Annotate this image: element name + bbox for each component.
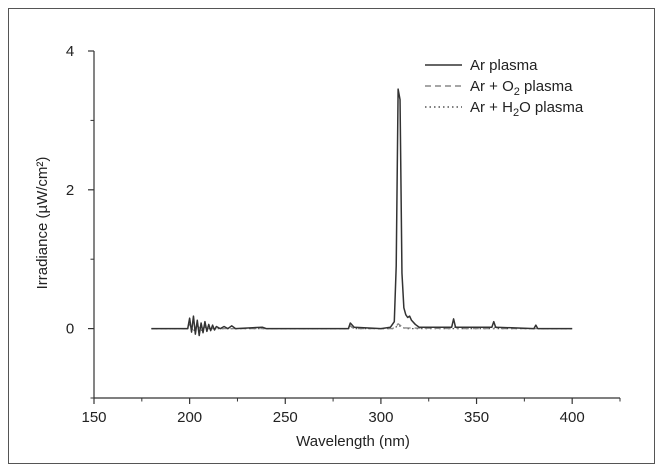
figure-frame	[8, 8, 655, 464]
x-tick-label: 350	[464, 409, 489, 426]
legend-label-ar-h2o: Ar + H2O plasma	[470, 99, 584, 119]
legend-label-ar-o2: Ar + O2 plasma	[470, 78, 573, 98]
legend-item-ar-o2: Ar + O2 plasma	[425, 78, 573, 98]
legend-label-ar: Ar plasma	[470, 57, 538, 74]
x-tick-label: 150	[81, 409, 106, 426]
series-layer	[151, 88, 573, 337]
legend-item-ar-h2o: Ar + H2O plasma	[425, 99, 584, 119]
y-tick-label: 4	[66, 43, 74, 60]
x-tick-label: 200	[177, 409, 202, 426]
x-tick-label: 400	[560, 409, 585, 426]
x-axis-label: Wavelength (nm)	[296, 433, 410, 450]
x-tick-label: 300	[368, 409, 393, 426]
series-line-solid	[151, 88, 573, 337]
x-tick-label: 250	[273, 409, 298, 426]
legend-item-ar: Ar plasma	[425, 57, 538, 74]
series-line-dotted	[151, 323, 573, 333]
y-tick-label: 2	[66, 182, 74, 199]
y-axis-label: Irradiance (µW/cm²)	[34, 157, 51, 290]
axes: 150 200 250 300 350 400 0 2 4	[66, 43, 621, 426]
y-tick-label: 0	[66, 321, 74, 338]
legend: Ar plasma Ar + O2 plasma Ar + H2O plasma	[425, 57, 584, 119]
